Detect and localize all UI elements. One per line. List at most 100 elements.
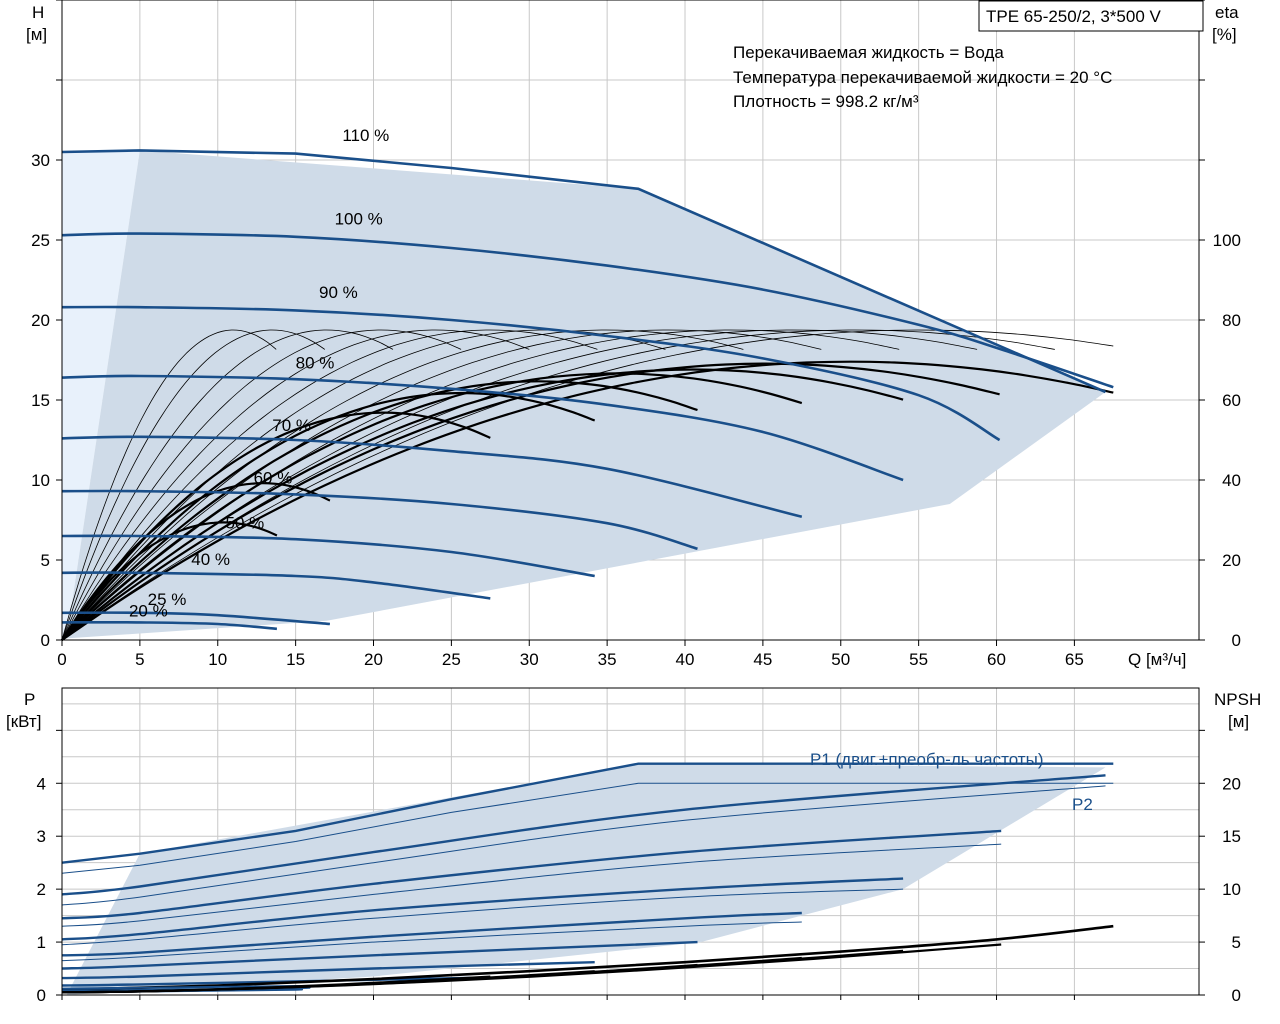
y-tick-label: 0 <box>41 631 50 650</box>
npsh-tick-label: 5 <box>1232 933 1241 952</box>
x-tick-label: 0 <box>57 650 66 669</box>
head-curve-label: 40 % <box>191 550 230 569</box>
x-tick-label: 30 <box>520 650 539 669</box>
operating-range-fill <box>66 150 1106 639</box>
y-tick-label: 20 <box>31 311 50 330</box>
p-tick-label: 2 <box>37 880 46 899</box>
efficiency-curve-thin <box>61 329 326 641</box>
npsh-curve <box>61 975 491 994</box>
x-tick-label: 5 <box>135 650 144 669</box>
p-tick-label: 4 <box>37 774 46 793</box>
y-right-tick-label: 0 <box>1232 631 1241 650</box>
npsh-tick-label: 10 <box>1222 880 1241 899</box>
head-curve-label: 70 % <box>272 416 311 435</box>
x-tick-label: 35 <box>598 650 617 669</box>
power-curve <box>61 782 1114 874</box>
npsh-tick-label: 20 <box>1222 774 1241 793</box>
efficiency-curve-thick <box>61 368 904 641</box>
x-tick-label: 45 <box>753 650 772 669</box>
head-curve-90 <box>61 305 1001 442</box>
note-fluid: Перекачиваемая жидкость = Вода <box>733 43 1004 62</box>
power-curve <box>61 762 1114 864</box>
efficiency-curve-thick <box>61 380 698 641</box>
p-label-symbol: P <box>24 690 35 709</box>
head-curve-60 <box>61 489 698 551</box>
head-curve-label: 90 % <box>319 283 358 302</box>
efficiency-curve-thick <box>61 360 1114 641</box>
y-tick-label: 30 <box>31 151 50 170</box>
head-curve-25 <box>61 611 331 626</box>
head-curve-100 <box>61 232 1114 389</box>
p-tick-label: 1 <box>37 933 46 952</box>
power-curve <box>61 888 904 946</box>
x-tick-label: 60 <box>987 650 1006 669</box>
power-curve <box>61 877 904 941</box>
x-tick-label: 65 <box>1065 650 1084 669</box>
efficiency-curve-thick <box>61 482 331 641</box>
y-label-left-symbol: H <box>32 3 44 22</box>
efficiency-curve-thick <box>61 391 596 641</box>
y-right-tick-label: 80 <box>1222 311 1241 330</box>
y-label-right-unit: [%] <box>1212 25 1237 44</box>
y-label-left-unit: [м] <box>26 25 47 44</box>
head-curve-label: 20 % <box>129 601 168 620</box>
power-curve <box>61 940 698 970</box>
chart-title: TPE 65-250/2, 3*500 V <box>986 7 1162 26</box>
note-density: Плотность = 998.2 кг/м³ <box>733 92 919 111</box>
title-box <box>978 0 1204 32</box>
bottom-plot-frame <box>61 687 1200 996</box>
head-curve-40 <box>61 571 491 600</box>
efficiency-curve-thick <box>61 362 1000 641</box>
head-curve-label: 80 % <box>296 353 335 372</box>
head-curve-70 <box>61 435 803 519</box>
power-operating-range-fill <box>66 763 1106 995</box>
x-tick-label: 20 <box>364 650 383 669</box>
y-right-tick-label: 100 <box>1213 231 1241 250</box>
power-curve <box>61 785 1106 906</box>
x-tick-label: 25 <box>442 650 461 669</box>
top-operating-range <box>62 150 1106 640</box>
y-tick-label: 15 <box>31 391 50 410</box>
power-curve <box>61 774 1106 896</box>
x-tick-label: 50 <box>831 650 850 669</box>
top-tick-labels: 0 5 10 15 20 25 30 35 40 45 50 55 60 65 0 5 10 15 20 25 30 0 2… <box>31 0 1241 669</box>
head-curve-label: 25 % <box>148 590 187 609</box>
npsh-tick-label: 15 <box>1222 827 1241 846</box>
head-curve-label: 60 % <box>254 469 293 488</box>
power-curve <box>61 924 1114 991</box>
p-label-unit: [кВт] <box>6 712 41 731</box>
power-curves <box>61 762 1114 994</box>
power-curve <box>61 911 802 957</box>
min-flow-region <box>62 150 140 640</box>
power-curve <box>61 829 1002 920</box>
efficiency-curve-thick <box>61 411 491 641</box>
efficiency-curve-thin <box>61 329 598 641</box>
efficiency-curve-thin <box>61 329 822 641</box>
efficiency-curve-thin <box>61 329 462 641</box>
power-curve <box>61 961 595 980</box>
npsh-tick-label: 0 <box>1232 986 1241 1005</box>
y-tick-label: 10 <box>31 471 50 490</box>
y-tick-label: 5 <box>41 551 50 570</box>
x-tick-label: 15 <box>286 650 305 669</box>
y-right-tick-label: 20 <box>1222 551 1241 570</box>
head-curve-50 <box>61 534 595 578</box>
efficiency-curve-thin <box>61 329 277 641</box>
head-curve-110 <box>61 149 1107 394</box>
bottom-tick-labels: 0 1 2 3 4 0 5 10 15 20 <box>37 729 1241 1005</box>
efficiency-curve-thick <box>61 372 803 641</box>
p-tick-label: 3 <box>37 827 46 846</box>
head-curve-label: 110 % <box>342 126 389 145</box>
head-curve-label: 50 % <box>226 513 265 532</box>
efficiency-curve-thin <box>61 329 530 641</box>
y-right-tick-label: 40 <box>1222 471 1241 490</box>
efficiency-curves <box>61 329 1114 641</box>
head-curve-80 <box>61 374 904 482</box>
y-label-right-symbol: eta <box>1215 3 1239 22</box>
head-curves: 110 % 100 % 90 % 80 % 70 % 60 % 50 % 40 % 25 %20… <box>61 126 1114 631</box>
npsh-label-unit: [м] <box>1228 712 1249 731</box>
power-curve <box>61 976 491 987</box>
x-tick-label: 40 <box>676 650 695 669</box>
x-tick-label: 55 <box>909 650 928 669</box>
